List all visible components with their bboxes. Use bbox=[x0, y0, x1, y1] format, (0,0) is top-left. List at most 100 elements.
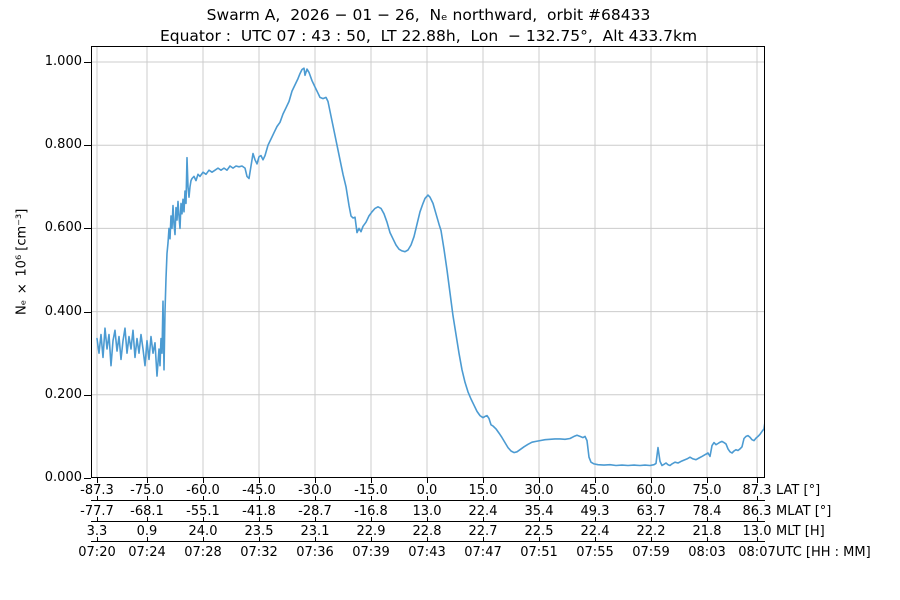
x-axis-row-tick bbox=[371, 537, 372, 541]
x-axis-row-tick bbox=[315, 496, 316, 500]
x-tick-label-utc: 07:24 bbox=[128, 545, 166, 560]
x-tick-label-lat: -60.0 bbox=[186, 483, 220, 498]
x-tick-mark bbox=[427, 478, 428, 483]
x-axis-row-name-lat: LAT [°] bbox=[776, 483, 821, 498]
x-axis-row-tick bbox=[595, 496, 596, 500]
x-axis-row-tick bbox=[203, 537, 204, 541]
x-axis-row-line-mlt bbox=[91, 521, 765, 522]
x-axis-row-tick bbox=[651, 496, 652, 500]
y-tick-label: 0.000 bbox=[44, 470, 82, 485]
x-tick-label-mlat: -68.1 bbox=[130, 503, 164, 519]
x-tick-label-utc: 07:39 bbox=[352, 545, 390, 560]
x-tick-label-mlt: 13.0 bbox=[742, 524, 772, 539]
x-tick-mark bbox=[707, 478, 708, 483]
x-tick-label-lat: 87.3 bbox=[742, 483, 772, 498]
x-tick-label-mlat: 22.4 bbox=[468, 503, 498, 519]
x-tick-label-mlt: 21.8 bbox=[692, 524, 722, 539]
plot-svg bbox=[91, 46, 765, 478]
x-axis-row-tick bbox=[147, 537, 148, 541]
ne-line-series bbox=[96, 67, 765, 467]
figure-subtitle: Equator : UTC 07 : 43 : 50, LT 22.88h, L… bbox=[159, 27, 698, 45]
x-axis-row-tick bbox=[707, 517, 708, 521]
x-tick-label-mlt: 22.7 bbox=[468, 524, 498, 539]
x-tick-label-mlt: 23.1 bbox=[300, 524, 330, 539]
x-tick-label-mlat: -28.7 bbox=[298, 503, 332, 519]
x-axis-row-tick bbox=[707, 537, 708, 541]
x-tick-label-mlt: 0.9 bbox=[136, 524, 158, 539]
x-tick-label-lat: -87.3 bbox=[80, 483, 114, 498]
x-axis-row-tick bbox=[203, 496, 204, 500]
x-axis-row-tick bbox=[539, 517, 540, 521]
x-tick-label-mlat: -16.8 bbox=[354, 503, 388, 519]
x-tick-mark bbox=[147, 478, 148, 483]
x-axis-row-tick bbox=[595, 537, 596, 541]
x-tick-mark bbox=[651, 478, 652, 483]
x-tick-label-lat: 60.0 bbox=[636, 483, 666, 498]
x-axis-row-tick bbox=[757, 537, 758, 541]
x-tick-label-utc: 07:36 bbox=[296, 545, 334, 560]
x-axis-row-tick bbox=[539, 496, 540, 500]
x-tick-label-utc: 07:47 bbox=[464, 545, 502, 560]
figure-title: Swarm A, 2026 − 01 − 26, Nₑ northward, o… bbox=[206, 6, 651, 24]
x-axis-row-tick bbox=[757, 496, 758, 500]
x-tick-label-utc: 07:43 bbox=[408, 545, 446, 560]
x-tick-label-lat: -45.0 bbox=[242, 483, 276, 498]
x-axis-row-tick bbox=[427, 517, 428, 521]
x-tick-label-mlt: 22.9 bbox=[356, 524, 386, 539]
x-axis-row-name-mlt: MLT [H] bbox=[776, 524, 825, 539]
x-axis-row-tick bbox=[259, 537, 260, 541]
y-tick-label: 0.200 bbox=[44, 386, 82, 402]
x-tick-mark bbox=[757, 478, 758, 483]
x-axis-row-tick bbox=[371, 496, 372, 500]
x-tick-mark bbox=[259, 478, 260, 483]
x-tick-label-utc: 08:03 bbox=[688, 545, 726, 560]
x-axis-row-tick bbox=[315, 517, 316, 521]
x-axis-row-line-utc bbox=[91, 541, 765, 542]
x-axis-row-tick bbox=[97, 537, 98, 541]
x-tick-label-utc: 08:07 bbox=[738, 545, 776, 560]
x-tick-label-lat: -15.0 bbox=[354, 483, 388, 498]
x-tick-mark bbox=[371, 478, 372, 483]
x-tick-label-mlt: 22.4 bbox=[580, 524, 610, 539]
x-axis-row-tick bbox=[203, 517, 204, 521]
y-tick-label: 0.800 bbox=[44, 137, 82, 153]
x-tick-label-lat: 15.0 bbox=[468, 483, 498, 498]
x-axis-row-tick bbox=[97, 517, 98, 521]
x-tick-mark bbox=[595, 478, 596, 483]
x-axis-row-tick bbox=[483, 496, 484, 500]
y-tick-label: 0.600 bbox=[44, 220, 82, 236]
x-tick-label-lat: -75.0 bbox=[130, 483, 164, 498]
y-tick-mark bbox=[84, 394, 91, 396]
x-tick-label-mlt: 3.3 bbox=[86, 524, 108, 539]
x-axis-row-tick bbox=[97, 496, 98, 500]
x-axis-row-tick bbox=[371, 517, 372, 521]
x-tick-mark bbox=[97, 478, 98, 483]
y-axis-label: Nₑ × 10⁶ [cm⁻³] bbox=[14, 208, 30, 316]
x-tick-label-mlat: 78.4 bbox=[692, 503, 722, 519]
x-axis-row-tick bbox=[651, 537, 652, 541]
x-tick-label-lat: 0.0 bbox=[416, 483, 438, 498]
y-tick-mark bbox=[84, 478, 91, 479]
x-tick-label-mlat: 86.3 bbox=[742, 503, 772, 519]
x-tick-label-utc: 07:55 bbox=[576, 545, 614, 560]
x-axis-row-tick bbox=[147, 517, 148, 521]
x-tick-label-lat: 75.0 bbox=[692, 483, 722, 498]
x-tick-label-mlt: 24.0 bbox=[188, 524, 218, 539]
x-tick-label-mlat: 13.0 bbox=[412, 503, 442, 519]
x-axis-row-tick bbox=[757, 517, 758, 521]
x-axis-row-name-mlat: MLAT [°] bbox=[776, 503, 832, 519]
y-tick-label: 1.000 bbox=[44, 54, 82, 69]
x-tick-label-utc: 07:32 bbox=[240, 545, 278, 560]
y-tick-mark bbox=[84, 145, 91, 147]
x-axis-row-tick bbox=[651, 517, 652, 521]
x-tick-mark bbox=[315, 478, 316, 483]
y-tick-mark bbox=[84, 62, 91, 63]
x-tick-label-utc: 07:59 bbox=[632, 545, 670, 560]
x-axis-row-tick bbox=[483, 537, 484, 541]
x-tick-label-utc: 07:28 bbox=[184, 545, 222, 560]
x-axis-row-tick bbox=[259, 496, 260, 500]
x-axis-row-tick bbox=[707, 496, 708, 500]
y-tick-label: 0.400 bbox=[44, 303, 82, 319]
x-axis-row-tick bbox=[315, 537, 316, 541]
